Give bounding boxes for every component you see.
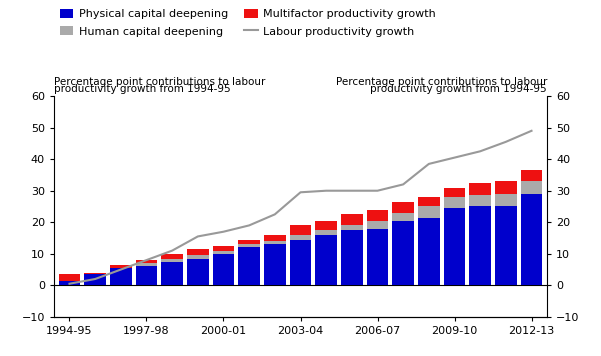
- Bar: [444, 208, 465, 285]
- Bar: [264, 244, 285, 285]
- Legend: Physical capital deepening, Human capital deepening, Multifactor productivity gr: Physical capital deepening, Human capita…: [59, 9, 436, 37]
- Bar: [469, 206, 491, 285]
- Bar: [213, 254, 234, 285]
- Bar: [136, 263, 157, 266]
- Bar: [110, 268, 132, 285]
- Bar: [110, 265, 132, 268]
- Bar: [238, 247, 260, 285]
- Bar: [136, 266, 157, 285]
- Text: Percentage point contributions to labour: Percentage point contributions to labour: [335, 77, 547, 87]
- Bar: [58, 281, 81, 285]
- Bar: [367, 221, 388, 229]
- Bar: [341, 214, 363, 225]
- Bar: [392, 202, 414, 213]
- Bar: [58, 274, 81, 281]
- Bar: [341, 230, 363, 285]
- Bar: [161, 262, 183, 285]
- Bar: [316, 230, 337, 235]
- Bar: [392, 221, 414, 285]
- Bar: [187, 249, 209, 255]
- Bar: [84, 274, 106, 285]
- Bar: [290, 225, 311, 235]
- Bar: [520, 194, 543, 285]
- Bar: [264, 241, 285, 244]
- Bar: [495, 181, 517, 194]
- Bar: [84, 273, 106, 274]
- Bar: [495, 206, 517, 285]
- Bar: [520, 170, 543, 181]
- Bar: [418, 206, 440, 218]
- Bar: [444, 188, 465, 197]
- Bar: [161, 258, 183, 262]
- Bar: [392, 213, 414, 221]
- Bar: [367, 210, 388, 221]
- Bar: [367, 229, 388, 285]
- Bar: [316, 221, 337, 230]
- Bar: [136, 260, 157, 263]
- Bar: [187, 258, 209, 285]
- Bar: [290, 235, 311, 240]
- Bar: [469, 183, 491, 195]
- Bar: [161, 254, 183, 258]
- Bar: [469, 195, 491, 206]
- Bar: [290, 240, 311, 285]
- Bar: [238, 244, 260, 247]
- Bar: [418, 197, 440, 206]
- Bar: [520, 181, 543, 194]
- Bar: [213, 246, 234, 251]
- Text: Percentage point contributions to labour: Percentage point contributions to labour: [54, 77, 266, 87]
- Bar: [213, 251, 234, 254]
- Bar: [264, 235, 285, 241]
- Text: productivity growth from 1994-95: productivity growth from 1994-95: [370, 84, 547, 94]
- Bar: [341, 225, 363, 230]
- Bar: [495, 194, 517, 206]
- Bar: [444, 197, 465, 208]
- Bar: [238, 240, 260, 244]
- Text: productivity growth from 1994-95: productivity growth from 1994-95: [54, 84, 231, 94]
- Bar: [187, 255, 209, 258]
- Bar: [316, 235, 337, 285]
- Bar: [418, 218, 440, 285]
